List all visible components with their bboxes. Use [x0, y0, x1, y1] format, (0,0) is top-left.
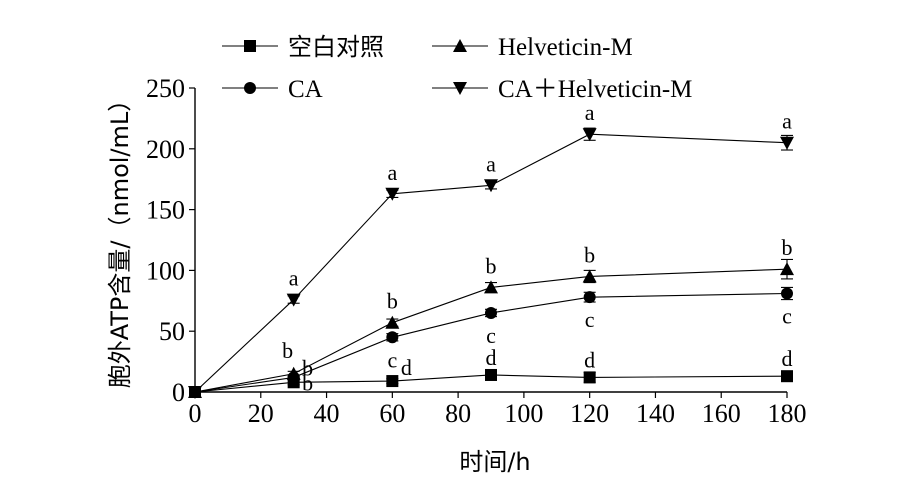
legend-marker [453, 82, 467, 95]
significance-label: d [486, 345, 497, 370]
significance-label: c [782, 304, 792, 329]
data-point [385, 315, 400, 329]
significance-label: a [486, 151, 496, 176]
significance-label: b [302, 370, 313, 395]
x-tick-label: 180 [768, 399, 807, 428]
legend-label: CA＋Helveticin-M [498, 76, 692, 103]
data-point [484, 179, 498, 193]
significance-label: c [387, 347, 397, 372]
y-tick-label: 50 [159, 317, 185, 346]
data-point [188, 386, 202, 399]
significance-label: a [387, 160, 397, 185]
x-tick-label: 100 [504, 399, 543, 428]
x-tick-label: 20 [248, 399, 274, 428]
x-tick-label: 0 [189, 399, 202, 428]
significance-label: a [782, 109, 792, 134]
legend: 空白对照 Helveticin-M CA CA＋Helveticin-M [222, 33, 692, 103]
series-line [194, 133, 788, 393]
y-tick-label: 150 [146, 196, 185, 225]
axes: 0 20 40 60 80 100 120 140 160 180 0 50 100 150 200 250 [146, 74, 807, 428]
data-point [484, 280, 498, 294]
significance-label: b [387, 289, 398, 314]
significance-label: b [282, 338, 293, 363]
data-point [781, 287, 793, 300]
significance-label: b [486, 253, 497, 278]
x-tick-label: 140 [636, 399, 675, 428]
data-point [485, 368, 497, 381]
legend-marker [244, 40, 256, 52]
series-line [194, 374, 788, 393]
legend-label: 空白对照 [288, 33, 384, 61]
significance-label: a [585, 100, 595, 125]
data-point [780, 262, 794, 276]
data-point [485, 306, 497, 319]
legend-marker [453, 39, 467, 52]
y-tick-label: 250 [146, 74, 185, 103]
x-tick-label: 40 [314, 399, 340, 428]
legend-label: CA [288, 76, 323, 103]
significance-label: d [401, 355, 412, 380]
significance-label: d [782, 346, 793, 371]
legend-entry: Helveticin-M [432, 34, 633, 61]
y-axis-title: 胞外ATP含量/（nmol/mL） [106, 88, 134, 389]
data-point [286, 366, 301, 380]
significance-label: b [584, 242, 595, 267]
data-point [583, 291, 596, 304]
series-4: a a a a a [188, 100, 794, 399]
data-point [386, 331, 399, 344]
y-tick-label: 100 [146, 256, 185, 285]
x-tick-label: 60 [379, 399, 405, 428]
series-line [194, 292, 788, 393]
series-2: b c c c c [189, 286, 793, 398]
x-tick-label: 80 [445, 399, 471, 428]
y-tick-label: 200 [146, 135, 185, 164]
x-tick-label: 160 [702, 399, 741, 428]
series-line [194, 268, 788, 393]
data-point [385, 187, 400, 201]
significance-label: c [585, 307, 595, 332]
data-point [386, 375, 399, 388]
data-point [286, 293, 301, 307]
x-tick-label: 120 [570, 399, 609, 428]
data-point [583, 371, 596, 384]
x-axis-title: 时间/h [459, 448, 530, 476]
series-1: b d d d d [189, 345, 793, 398]
significance-label: b [302, 355, 313, 380]
legend-entry: CA＋Helveticin-M [432, 76, 692, 103]
data-point [582, 128, 597, 142]
data-point [781, 370, 793, 383]
legend-entry: CA [222, 76, 323, 103]
significance-label: c [486, 323, 496, 348]
legend-label: Helveticin-M [498, 34, 633, 61]
significance-label: d [584, 347, 595, 372]
significance-label: b [782, 235, 793, 260]
legend-marker [244, 82, 256, 94]
data-point [780, 136, 794, 150]
significance-label: a [289, 266, 299, 291]
legend-entry: 空白对照 [222, 33, 384, 61]
data-point [582, 269, 597, 283]
y-tick-label: 0 [172, 378, 185, 407]
series-3: bbb b b [188, 235, 794, 398]
